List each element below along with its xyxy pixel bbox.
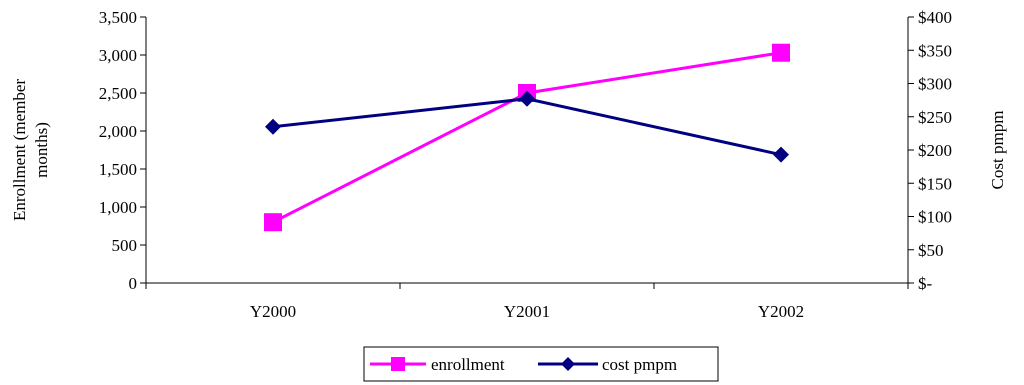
data-point-enrollment [772, 43, 790, 62]
right-tick-label: $150 [918, 174, 952, 193]
x-tick-label: Y2000 [250, 302, 296, 321]
left-axis-title-line-2: months) [32, 122, 51, 178]
right-axis-ticks: $- $50 $100 $150 $200 $250 $300 $350 $400 [908, 8, 952, 293]
left-axis-ticks: 0 500 1,000 1,500 2,000 2,500 3,000 3,500 [99, 8, 146, 293]
x-axis-ticks: Y2000 Y2001 Y2002 [145, 283, 909, 321]
data-point-cost-pmpm [265, 118, 281, 135]
right-tick-label: $350 [918, 41, 952, 60]
data-point-cost-pmpm [773, 146, 789, 163]
series-line-cost-pmpm [272, 97, 782, 157]
left-axis-title-line-1: Enrollment (member [10, 79, 29, 221]
left-tick-label: 2,500 [99, 84, 137, 103]
left-tick-label: 1,000 [99, 198, 137, 217]
right-tick-label: $250 [918, 108, 952, 127]
series-layer [264, 43, 790, 232]
left-tick-label: 3,500 [99, 8, 137, 27]
right-tick-label: $100 [918, 208, 952, 227]
data-point-enrollment [264, 213, 282, 232]
right-tick-label: $200 [918, 141, 952, 160]
x-tick-label: Y2001 [504, 302, 550, 321]
right-tick-label: $400 [918, 8, 952, 27]
right-tick-label: $300 [918, 75, 952, 94]
legend-label-enrollment: enrollment [431, 355, 505, 374]
right-tick-label: $50 [918, 241, 944, 260]
left-tick-label: 0 [129, 274, 138, 293]
left-tick-label: 2,000 [99, 122, 137, 141]
data-point-cost-pmpm [519, 90, 535, 107]
legend-swatch-cost-marker [561, 357, 575, 371]
right-tick-label: $- [918, 274, 933, 293]
axes [145, 17, 909, 284]
left-tick-label: 3,000 [99, 46, 137, 65]
right-axis-title: Cost pmpm [988, 111, 1007, 190]
legend-swatch-enrollment-marker [391, 357, 405, 371]
legend-label-cost-pmpm: cost pmpm [602, 355, 677, 374]
legend: enrollment cost pmpm [363, 346, 719, 382]
x-tick-label: Y2002 [758, 302, 804, 321]
left-tick-label: 500 [112, 236, 138, 255]
left-tick-label: 1,500 [99, 160, 137, 179]
